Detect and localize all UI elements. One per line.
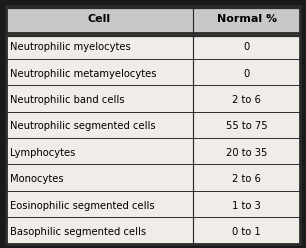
Text: 0: 0 [244, 42, 250, 52]
Text: Neutrophilic segmented cells: Neutrophilic segmented cells [10, 122, 156, 131]
Text: 1 to 3: 1 to 3 [232, 201, 261, 211]
Text: Normal %: Normal % [217, 14, 277, 24]
Text: 55 to 75: 55 to 75 [226, 122, 267, 131]
Text: 20 to 35: 20 to 35 [226, 148, 267, 158]
Text: Basophilic segmented cells: Basophilic segmented cells [10, 227, 146, 237]
Text: 0: 0 [244, 69, 250, 79]
Bar [6, 6, 300, 32]
Text: 2 to 6: 2 to 6 [232, 95, 261, 105]
Text: Neutrophilic metamyelocytes: Neutrophilic metamyelocytes [10, 69, 157, 79]
Text: 0 to 1: 0 to 1 [232, 227, 261, 237]
Text: Neutrophilic myelocytes: Neutrophilic myelocytes [10, 42, 131, 52]
Text: Eosinophilic segmented cells: Eosinophilic segmented cells [10, 201, 155, 211]
Text: 2 to 6: 2 to 6 [232, 174, 261, 184]
Text: Monocytes: Monocytes [10, 174, 64, 184]
Text: Cell: Cell [88, 14, 111, 24]
Text: Neutrophilic band cells: Neutrophilic band cells [10, 95, 125, 105]
Text: Lymphocytes: Lymphocytes [10, 148, 76, 158]
